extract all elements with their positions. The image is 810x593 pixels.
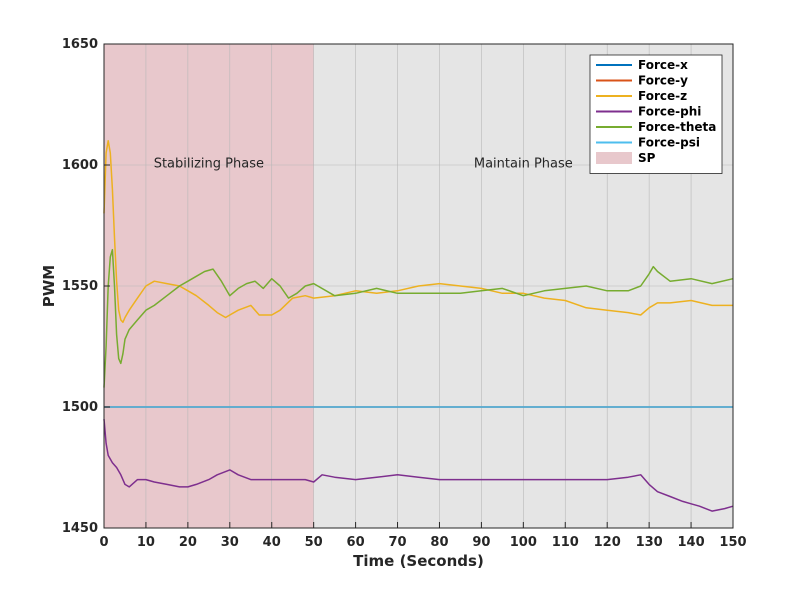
x-axis-title: Time (Seconds)	[353, 552, 484, 570]
x-tick-label: 80	[430, 535, 448, 550]
y-tick-label: 1500	[62, 400, 98, 415]
y-tick-label: 1650	[62, 37, 98, 52]
series-line-force-theta	[103, 248, 734, 388]
axis-ticks: 0 10 20 30 40 50 60 70 80 90 100 110 120 130 140 150 145…	[62, 37, 747, 550]
x-tick-label: 120	[594, 535, 621, 550]
series-line-force-z	[103, 140, 733, 324]
legend-label-force-phi: Force-phi	[638, 105, 701, 119]
legend-label-force-psi: Force-psi	[638, 136, 700, 150]
series-line-force-phi	[103, 419, 734, 512]
legend-label-force-theta: Force-theta	[638, 120, 716, 134]
phase-label-stabilizing: Stabilizing Phase	[154, 156, 264, 171]
x-tick-label: 100	[510, 535, 537, 550]
x-tick-label: 150	[719, 535, 746, 550]
legend-label-sp: SP	[638, 151, 656, 165]
legend-label-force-x: Force-x	[638, 58, 688, 72]
y-axis-title: PWM	[40, 265, 58, 307]
x-tick-label: 0	[99, 535, 108, 550]
x-tick-label: 110	[552, 535, 579, 550]
x-tick-label: 50	[305, 535, 323, 550]
x-tick-label: 60	[347, 535, 365, 550]
x-tick-label: 90	[472, 535, 490, 550]
legend-label-force-z: Force-z	[638, 89, 687, 103]
data-series	[103, 140, 734, 512]
x-tick-label: 30	[221, 535, 239, 550]
x-tick-label: 70	[388, 535, 406, 550]
legend-label-force-y: Force-y	[638, 74, 688, 88]
x-tick-label: 140	[677, 535, 704, 550]
phase-label-maintain: Maintain Phase	[474, 156, 573, 171]
y-tick-label: 1550	[62, 279, 98, 294]
x-tick-label: 40	[263, 535, 281, 550]
x-tick-label: 130	[636, 535, 663, 550]
x-tick-label: 10	[137, 535, 155, 550]
phase-annotations: Stabilizing Phase Maintain Phase	[154, 156, 573, 171]
x-tick-label: 20	[179, 535, 197, 550]
y-tick-label: 1450	[62, 521, 98, 536]
y-tick-label: 1600	[62, 158, 98, 173]
legend-swatch-sp	[596, 152, 632, 164]
